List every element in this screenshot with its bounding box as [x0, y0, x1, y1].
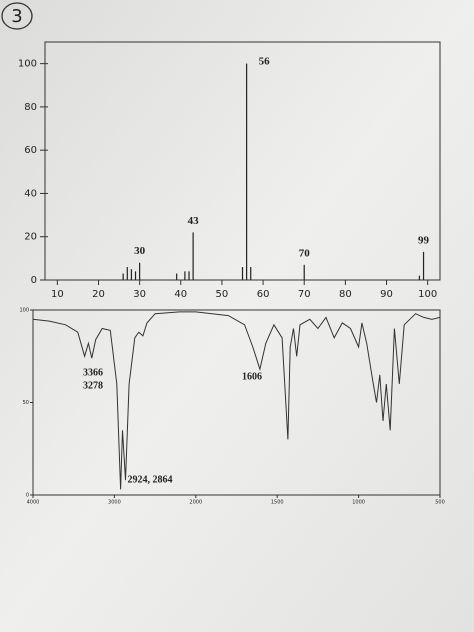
y-tick-label: 60 — [24, 145, 37, 156]
page-label: 3 — [11, 6, 22, 27]
x-tick-label: 30 — [133, 289, 146, 300]
x-tick-label: 90 — [380, 289, 393, 300]
x-tick-label: 100 — [418, 289, 437, 300]
ir-trace — [32, 311, 441, 490]
x-tick-label: 60 — [257, 289, 270, 300]
x-tick-label: 80 — [339, 289, 352, 300]
y-tick-label: 80 — [24, 102, 37, 113]
y-tick-label: 100 — [19, 308, 29, 314]
peak-label: 70 — [299, 247, 311, 259]
x-tick-label: 50 — [216, 289, 229, 300]
y-tick-label: 20 — [24, 232, 37, 243]
peak-annotation: 1606 — [242, 371, 262, 382]
x-tick-label: 20 — [92, 289, 105, 300]
peak-annotation: 3278 — [83, 380, 103, 391]
y-tick-label: 50 — [23, 400, 29, 406]
x-tick-label: 4000 — [27, 500, 40, 506]
page-circle — [1, 2, 33, 30]
peak-label: 99 — [418, 234, 430, 246]
peak-annotation: 2924, 2864 — [128, 474, 173, 485]
x-tick-label: 40 — [174, 289, 187, 300]
x-tick-label: 1500 — [271, 500, 284, 506]
x-tick-label: 1000 — [352, 500, 365, 506]
y-tick-label: 0 — [26, 493, 29, 499]
y-tick-label: 0 — [31, 275, 37, 286]
y-tick-label: 40 — [24, 188, 37, 199]
x-tick-label: 500 — [435, 500, 445, 506]
peak-label: 56 — [259, 56, 271, 68]
x-tick-label: 10 — [51, 289, 64, 300]
x-tick-label: 2000 — [189, 500, 202, 506]
peak-label: 43 — [188, 215, 200, 227]
peak-annotation: 3366 — [83, 367, 103, 378]
y-tick-label: 100 — [18, 59, 37, 70]
peak-label: 30 — [134, 245, 146, 257]
x-tick-label: 3000 — [108, 500, 121, 506]
x-tick-label: 70 — [298, 289, 311, 300]
